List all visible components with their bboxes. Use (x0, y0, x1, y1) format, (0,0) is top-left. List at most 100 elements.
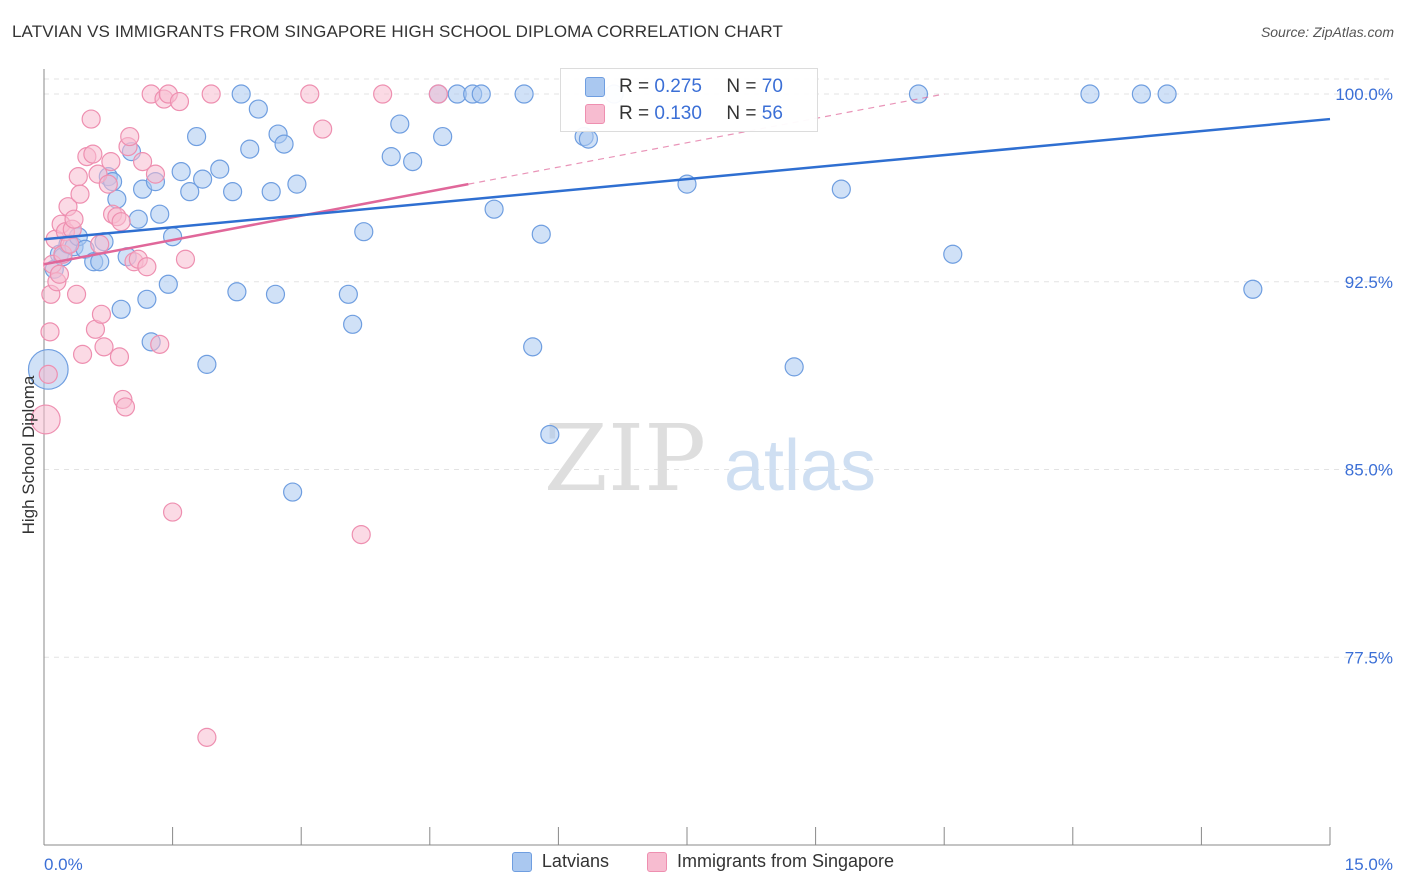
watermark-atlas: atlas (724, 426, 876, 506)
point-latvians (390, 114, 410, 134)
legend-r-label: R = (619, 103, 655, 124)
point-latvians (180, 182, 200, 202)
point-latvians (1243, 279, 1263, 299)
point-latvians (197, 354, 217, 374)
point-latvians (784, 357, 804, 377)
point-latvians (187, 126, 207, 147)
y-tick-label: 85.0% (1345, 461, 1393, 480)
point-singapore (163, 502, 183, 522)
point-latvians (531, 224, 551, 244)
legend-r-label: R = (619, 76, 655, 97)
point-latvians (1080, 84, 1100, 104)
point-latvians (343, 314, 363, 334)
gridlines (44, 78, 1390, 658)
point-singapore (83, 144, 103, 164)
point-latvians (514, 84, 534, 104)
watermark-zip: ZIP (544, 405, 706, 512)
point-latvians (433, 126, 453, 147)
point-singapore (81, 109, 101, 129)
point-singapore (373, 84, 393, 104)
point-singapore (70, 184, 90, 204)
point-latvians (171, 162, 191, 182)
point-singapore (66, 284, 87, 304)
legend-n-label: N = (726, 76, 762, 97)
axes (43, 69, 1331, 846)
point-singapore (428, 84, 448, 104)
point-latvians (231, 84, 251, 104)
point-latvians (261, 182, 281, 202)
point-singapore (64, 209, 84, 229)
point-singapore (137, 257, 157, 277)
legend-r-value-singapore: 0.130 (654, 103, 702, 124)
point-latvians (523, 337, 543, 357)
point-latvians (283, 482, 303, 502)
point-latvians (471, 84, 491, 104)
chart-title: LATVIAN VS IMMIGRANTS FROM SINGAPORE HIG… (12, 22, 783, 41)
point-latvians (223, 182, 243, 202)
point-singapore (98, 174, 118, 194)
series-latvians-points (27, 84, 1263, 502)
point-singapore (132, 152, 153, 172)
point-singapore (90, 234, 110, 254)
point-singapore (115, 397, 136, 417)
point-latvians (150, 204, 170, 224)
point-singapore (38, 364, 58, 384)
x-tick-label: 0.0% (44, 855, 83, 874)
point-latvians (274, 134, 294, 154)
trendline-latvians (43, 117, 1331, 241)
series-legend: Latvians Immigrants from Singapore (0, 851, 1406, 872)
point-latvians (193, 169, 213, 189)
point-latvians (578, 129, 599, 149)
point-singapore (109, 347, 130, 367)
trendline-singapore-extension (468, 93, 945, 185)
point-singapore (145, 164, 166, 184)
point-latvians (831, 179, 851, 199)
point-singapore (169, 91, 190, 112)
source-label: Source: ZipAtlas.com (1260, 24, 1394, 40)
y-tick-label: 77.5% (1345, 648, 1393, 667)
y-tick-label: 92.5% (1345, 273, 1393, 292)
point-singapore (40, 322, 60, 342)
legend-n-value-singapore: 56 (761, 103, 783, 124)
point-latvians (943, 244, 963, 264)
point-latvians (484, 199, 504, 219)
point-latvians (163, 227, 183, 247)
y-tick-label: 100.0% (1335, 85, 1393, 104)
legend-item-latvians[interactable]: Latvians (511, 851, 609, 872)
legend-label-latvians: Latvians (541, 851, 609, 871)
legend-swatch-singapore (585, 104, 605, 124)
point-singapore (300, 84, 320, 104)
point-latvians (381, 147, 401, 167)
legend-n-label: N = (726, 103, 762, 124)
legend-swatch-latvians (511, 851, 532, 872)
point-singapore (351, 524, 371, 545)
legend-label-singapore: Immigrants from Singapore (676, 851, 895, 871)
point-latvians (540, 424, 560, 445)
legend-r-value-latvians: 0.275 (654, 76, 702, 97)
point-latvians (1131, 84, 1151, 104)
correlation-legend: R = 0.275 N = 70 R = 0.130 N = 56 (560, 68, 818, 132)
point-singapore (72, 344, 93, 364)
y-axis-label: High School Diploma (19, 375, 38, 534)
point-latvians (128, 209, 148, 229)
legend-item-singapore[interactable]: Immigrants from Singapore (646, 851, 895, 872)
point-latvians (240, 139, 260, 159)
series-singapore-points (30, 84, 448, 747)
point-latvians (111, 299, 131, 319)
point-singapore (175, 249, 196, 269)
x-tick-label: 15.0% (1345, 855, 1393, 874)
point-singapore (197, 727, 217, 747)
point-singapore (30, 404, 61, 435)
point-latvians (227, 282, 247, 302)
point-singapore (68, 167, 88, 187)
point-latvians (287, 174, 307, 194)
point-singapore (201, 84, 221, 104)
legend-row-latvians: R = 0.275 N = 70 (585, 75, 783, 99)
trendlines (43, 93, 1331, 266)
legend-n-value-latvians: 70 (761, 76, 783, 97)
point-singapore (111, 212, 131, 232)
point-singapore (313, 119, 333, 139)
point-latvians (338, 284, 358, 304)
legend-swatch-singapore (646, 851, 667, 872)
